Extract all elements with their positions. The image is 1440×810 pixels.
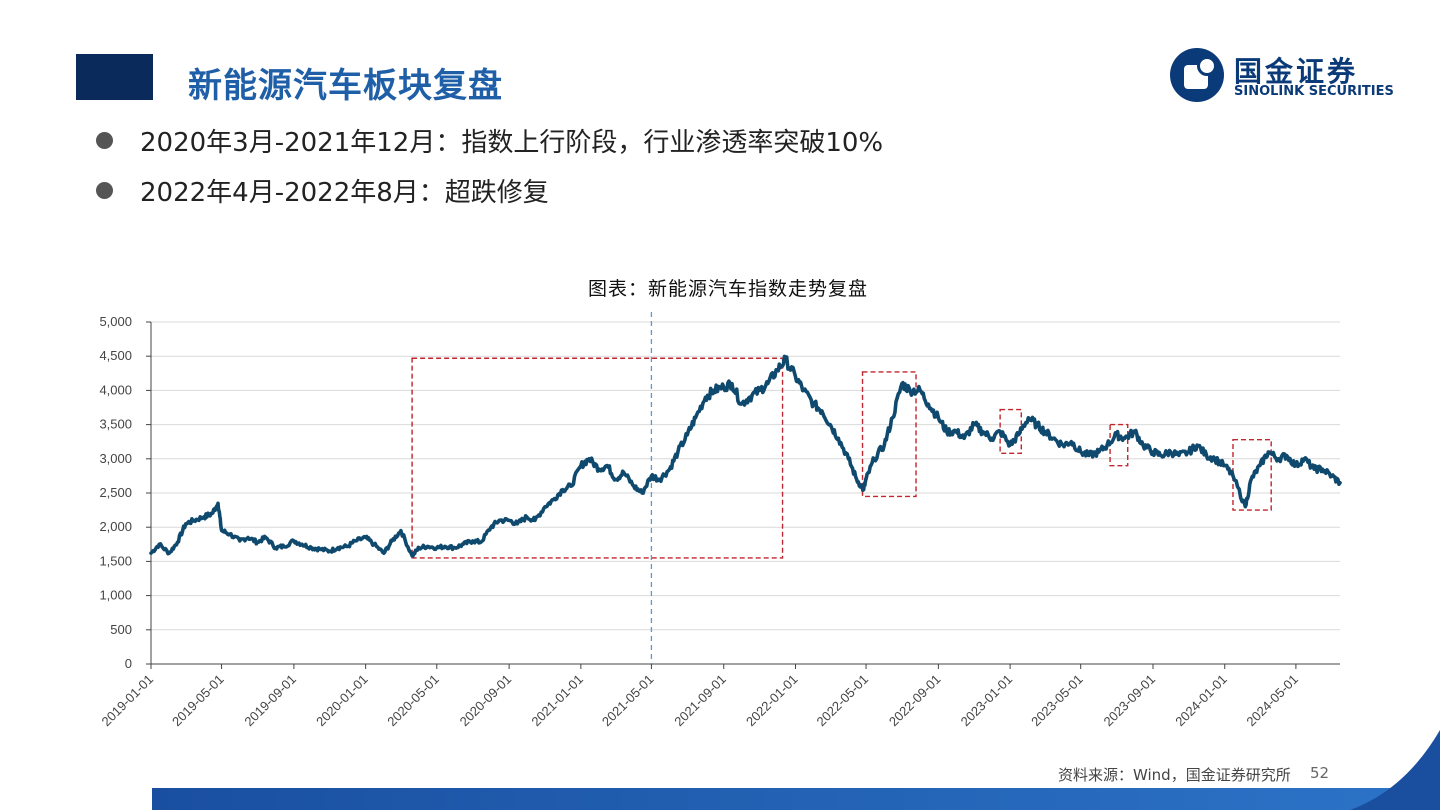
page-title: 新能源汽车板块复盘 [188,66,503,106]
x-tick-label: 2023-05-01 [1028,672,1086,730]
corner-decoration [1350,730,1440,810]
y-tick-label: 5,000 [99,314,132,329]
y-tick-label: 3,500 [99,417,132,432]
y-tick-label: 3,000 [99,451,132,466]
y-tick-label: 1,500 [99,553,132,568]
index-series-line [149,354,1342,558]
x-tick-label: 2021-09-01 [671,672,729,730]
y-tick-label: 2,500 [99,485,132,500]
bullet-dot-icon [96,132,113,149]
x-tick-label: 2019-09-01 [241,672,299,730]
x-tick-label: 2024-05-01 [1243,672,1301,730]
y-tick-label: 0 [125,656,132,671]
logo-icon [1170,48,1224,102]
y-tick-label: 500 [110,622,132,637]
x-tick-label: 2022-09-01 [886,672,944,730]
highlight-box [411,357,784,559]
x-tick-label: 2021-01-01 [528,672,586,730]
footer-bar [152,788,1440,810]
x-tick-label: 2021-05-01 [599,672,657,730]
company-logo: 国金证券 SINOLINK SECURITIES [1170,48,1410,104]
x-tick-label: 2023-09-01 [1100,672,1158,730]
logo-name-en: SINOLINK SECURITIES [1234,84,1394,99]
index-line-chart: 0 500 1,000 1,500 2,000 2,500 3,000 3,500 4,000 4… [98,312,1342,730]
y-tick-label: 4,500 [99,348,132,363]
y-tick-label: 2,000 [99,519,132,534]
x-tick-label: 2022-05-01 [814,672,872,730]
y-tick-label: 1,000 [99,588,132,603]
logo-name-cn: 国金证券 [1234,55,1359,88]
y-tick-label: 4,000 [99,382,132,397]
x-tick-label: 2022-01-01 [743,672,801,730]
data-source-note: 资料来源：Wind，国金证券研究所 [1058,766,1291,784]
chart-title: 图表：新能源汽车指数走势复盘 [587,278,868,300]
highlight-box [1232,438,1272,511]
x-tick-label: 2023-01-01 [958,672,1016,730]
x-tick-label: 2024-01-01 [1172,672,1230,730]
x-tick-label: 2019-05-01 [169,672,227,730]
bullet-dot-icon [96,182,113,199]
highlight-box [861,371,917,498]
bullet-text: 2022年4月-2022年8月：超跌修复 [140,178,549,208]
x-tick-label: 2020-05-01 [384,672,442,730]
x-tick-label: 2020-01-01 [313,672,371,730]
page-number: 52 [1310,764,1330,782]
title-accent-block [76,54,153,100]
x-tick-label: 2019-01-01 [98,672,156,730]
bullet-text: 2020年3月-2021年12月：指数上行阶段，行业渗透率突破10% [140,128,884,158]
x-tick-label: 2020-09-01 [457,672,515,730]
